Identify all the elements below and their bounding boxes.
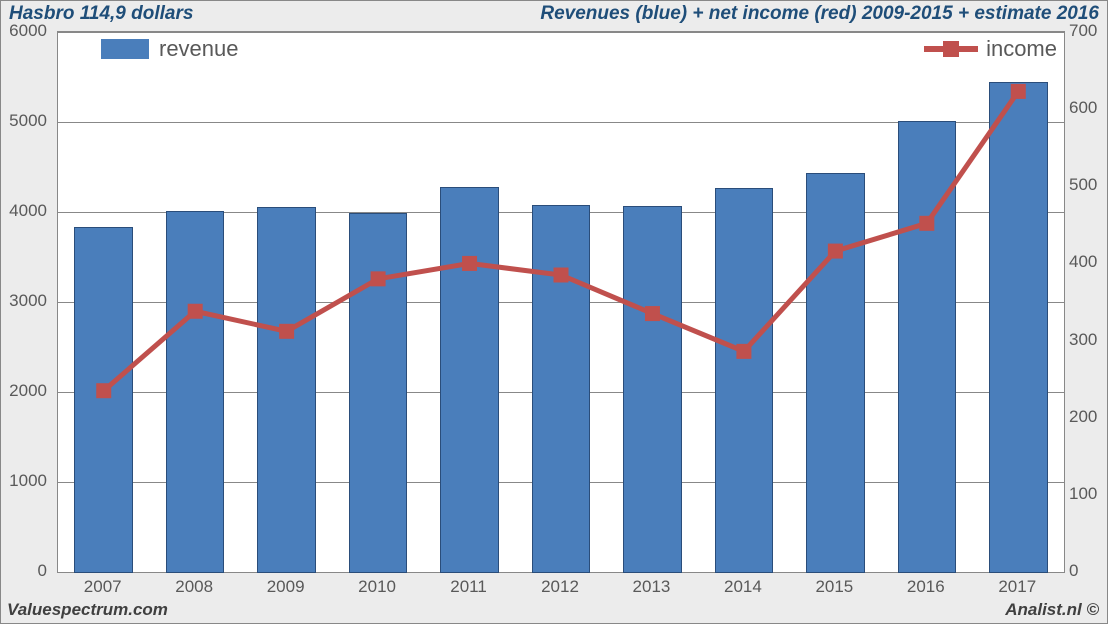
ytick-right: 500 [1069, 175, 1111, 195]
legend-income-label: income [986, 36, 1057, 62]
revenue-bar [715, 188, 774, 573]
ytick-left: 2000 [0, 381, 47, 401]
xtick-label: 2015 [794, 577, 874, 597]
ytick-left: 6000 [0, 21, 47, 41]
xtick-label: 2017 [977, 577, 1057, 597]
xtick-label: 2016 [886, 577, 966, 597]
xtick-label: 2011 [429, 577, 509, 597]
ytick-left: 3000 [0, 291, 47, 311]
revenue-bar [623, 206, 682, 573]
xtick-label: 2014 [703, 577, 783, 597]
gridline [58, 32, 1064, 33]
ytick-right: 100 [1069, 484, 1111, 504]
legend-revenue-swatch [101, 39, 149, 59]
revenue-bar [989, 82, 1048, 573]
ytick-right: 0 [1069, 561, 1111, 581]
xtick-label: 2013 [611, 577, 691, 597]
revenue-bar [532, 205, 591, 573]
revenue-bar [898, 121, 957, 573]
revenue-bar [166, 211, 225, 573]
xtick-label: 2012 [520, 577, 600, 597]
legend-income-marker [943, 41, 959, 57]
ytick-left: 4000 [0, 201, 47, 221]
legend-revenue-label: revenue [159, 36, 239, 62]
xtick-label: 2007 [63, 577, 143, 597]
legend-income-swatch [924, 37, 978, 61]
chart-frame: Hasbro 114,9 dollars Revenues (blue) + n… [0, 0, 1108, 624]
revenue-bar [440, 187, 499, 573]
revenue-bar [257, 207, 316, 573]
revenue-bar [349, 213, 408, 573]
footer-left: Valuespectrum.com [7, 600, 168, 620]
xtick-label: 2008 [154, 577, 234, 597]
revenue-bar [806, 173, 865, 574]
ytick-right: 200 [1069, 407, 1111, 427]
legend-revenue: revenue [101, 36, 239, 62]
ytick-left: 0 [0, 561, 47, 581]
chart-title-right: Revenues (blue) + net income (red) 2009-… [540, 3, 1099, 25]
ytick-left: 1000 [0, 471, 47, 491]
ytick-left: 5000 [0, 111, 47, 131]
ytick-right: 600 [1069, 98, 1111, 118]
plot-area [57, 31, 1065, 573]
ytick-right: 400 [1069, 252, 1111, 272]
ytick-right: 300 [1069, 330, 1111, 350]
legend-income: income [924, 36, 1057, 62]
ytick-right: 700 [1069, 21, 1111, 41]
xtick-label: 2010 [337, 577, 417, 597]
revenue-bar [74, 227, 133, 573]
xtick-label: 2009 [246, 577, 326, 597]
footer-right: Analist.nl © [1005, 600, 1099, 620]
